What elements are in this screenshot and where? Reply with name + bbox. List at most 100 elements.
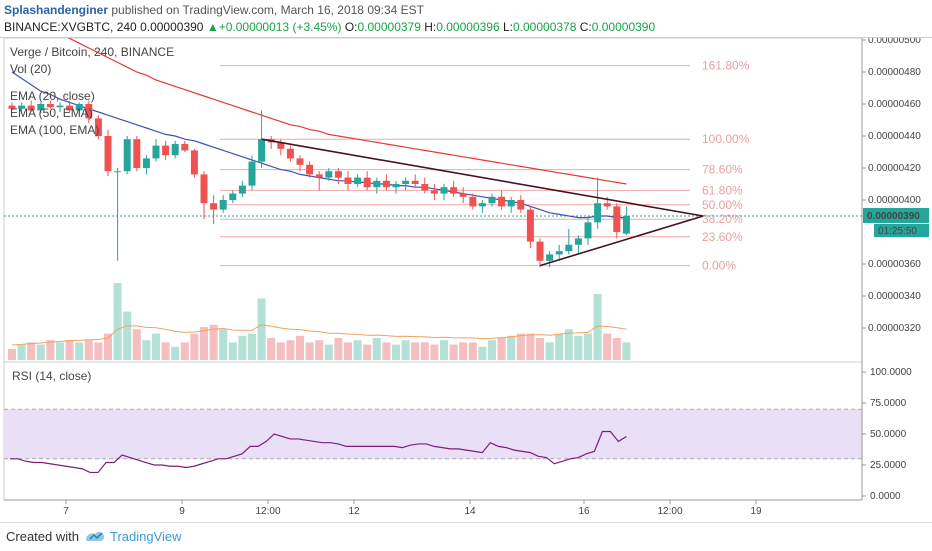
candle-body [478,203,486,207]
fib-level-label: 0.00% [702,259,736,273]
candle-body [27,105,35,111]
fib-level-label: 50.00% [702,198,743,212]
volume-bar [507,335,516,360]
footer: Created with TradingView [0,522,932,551]
time-tick-label: 12:00 [657,506,682,517]
candle-body [565,244,573,252]
volume-bar [17,344,26,360]
chart-header: Splashandenginer published on TradingVie… [0,0,932,38]
vol-legend[interactable]: Vol (20) [10,62,51,76]
ema100-legend[interactable]: EMA (100, EMA) [10,123,99,137]
candle-body [104,136,112,172]
candle-body [258,139,266,162]
volume-bar [104,333,112,360]
volume-bar [564,329,573,360]
volume-bar [84,340,93,360]
candle-body [334,171,342,178]
rsi-tick-label: 50.0000 [870,429,907,440]
ema20-legend[interactable]: EMA (20, close) [10,89,95,103]
volume-bar [190,333,199,360]
volume-bar [65,340,74,360]
price-tick-label: 0.00000500 [868,38,921,46]
candle-body [546,254,554,261]
current-price-badge [863,208,929,223]
candle-body [411,180,419,184]
candle-body [162,145,170,156]
candle-body [46,104,54,108]
candle-body [459,193,467,197]
candle-body [354,177,362,184]
volume-bars [8,283,631,360]
volume-bar [497,338,506,360]
fib-retracement[interactable]: 161.80% 100.00% 78.60% 61.80%50.00%38.20% 23… [220,59,750,273]
volume-bar [123,311,132,360]
candle-body [75,104,83,111]
author-name[interactable]: Splashandenginer [4,3,109,17]
candle-body [315,174,323,178]
time-tick-label: 14 [464,506,476,517]
candle-body [181,144,189,151]
rsi-legend[interactable]: RSI (14, close) [12,369,91,383]
candle-body [555,251,563,255]
legend: Verge / Bitcoin, 240, BINANCE Vol (20) E… [10,45,174,383]
candle-body [200,174,208,204]
candle-body [344,177,352,184]
candle-body [517,200,525,210]
volume-bar [440,340,448,360]
candle-body [507,200,515,207]
price-change: +0.00000013 (+3.45%) [218,20,342,34]
time-tick-label: 9 [179,506,185,517]
volume-bar [622,342,631,360]
time-tick-label: 7 [63,506,69,517]
candle-body [402,180,410,184]
volume-bar [344,342,352,360]
volume-bar [401,340,410,360]
ema100-line [67,38,627,185]
volume-bar [545,342,554,360]
ema50-legend[interactable]: EMA (50, EMA) [10,106,93,120]
countdown-label: 01:25:50 [878,226,917,237]
volume-bar [363,344,372,360]
candle-body [56,105,64,108]
volume-bar [276,342,285,360]
candle-body [114,171,122,173]
fib-level-label: 38.20% [702,212,743,226]
volume-bar [516,333,525,360]
volume-bar [200,327,208,360]
volume-bar [94,342,103,360]
candle-body [37,104,45,111]
candle-body [219,200,227,210]
rsi-pane[interactable] [4,408,862,474]
candles[interactable] [8,100,630,268]
price-tick-label: 0.00000320 [868,323,921,334]
volume-bar [132,329,141,360]
volume-bar [324,344,333,360]
volume-bar [584,333,592,360]
low-value: 0.00000378 [513,20,577,34]
price-tick-label: 0.00000340 [868,291,921,302]
rsi-band [4,409,862,459]
trendline [539,215,704,267]
trendlines[interactable] [261,138,704,267]
candle-body [133,139,141,168]
volume-bar [248,333,256,360]
volume-bar [219,329,228,360]
tradingview-logo-icon[interactable] [84,529,106,543]
volume-bar [238,335,247,360]
price-tick-label: 0.00000420 [868,163,921,174]
volume-bar [305,342,314,360]
candle-body [488,196,496,204]
volume-bar [420,342,429,360]
axes: 0.00000500 0.00000480 0.00000460 0.00000440… [4,38,929,517]
candle-body [286,148,294,159]
price-tick-label: 0.00000480 [868,67,921,78]
tradingview-brand[interactable]: TradingView [110,529,182,544]
volume-bar [459,342,468,360]
volume-bar [430,344,439,360]
volume-bar [488,340,496,360]
candle-body [238,185,246,194]
price-chart[interactable]: 161.80% 100.00% 78.60% 61.80%50.00%38.20% 23… [0,38,932,522]
volume-bar [315,340,324,360]
rsi-tick-label: 75.0000 [870,398,907,409]
candle-body [613,206,621,232]
